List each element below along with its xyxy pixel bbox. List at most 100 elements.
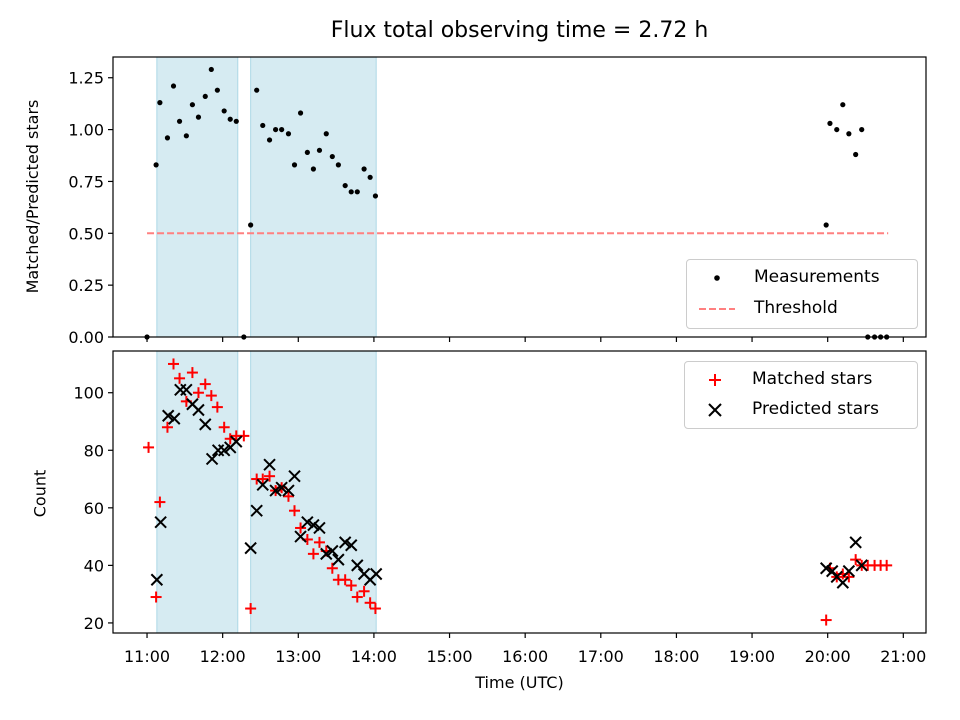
legend-label-measurements: Measurements	[754, 267, 880, 287]
measurement-point	[834, 126, 840, 133]
measurement-point	[266, 137, 273, 143]
legend-entry-threshold: Threshold	[687, 295, 917, 323]
matched-stars-point	[143, 441, 155, 453]
x-tick-label: 17:00	[578, 647, 624, 666]
matched-stars-point	[168, 358, 180, 370]
measurement-point	[853, 151, 859, 158]
measurement-point	[248, 222, 254, 228]
predicted-stars-point	[256, 478, 269, 492]
matched-stars-point	[282, 490, 294, 502]
predicted-stars-point	[282, 484, 295, 497]
measurement-point	[323, 131, 329, 137]
predicted-stars-point	[263, 458, 276, 471]
matched-stars-point	[843, 571, 855, 583]
matched-stars-point	[257, 473, 269, 485]
legend-plus-marker-icon	[709, 374, 721, 386]
x-tick-label: 15:00	[426, 647, 472, 666]
predicted-stars-point	[836, 576, 850, 589]
bottom-y-tick-label: 60	[84, 499, 104, 518]
bottom-y-tick-label: 100	[73, 384, 104, 403]
legend-x-marker-icon	[708, 403, 722, 417]
predicted-stars-point	[369, 567, 383, 581]
bottom-y-tick-label: 80	[84, 441, 104, 460]
measurement-point	[273, 126, 279, 133]
measurement-point	[227, 116, 233, 122]
predicted-stars-point	[345, 539, 358, 552]
bottom-panel: 20 40 60 80 100 11:00 12:00 13:00 14:00 15:00 16:0…	[73, 350, 927, 666]
measurement-point	[176, 118, 183, 124]
legend-entry-measurements: Measurements	[687, 264, 917, 292]
matched-stars-point	[358, 585, 370, 597]
predicted-stars-point	[307, 518, 320, 532]
predicted-stars-point	[842, 564, 856, 578]
legend-label-matched-stars: Matched stars	[752, 369, 873, 389]
matched-stars-point	[307, 548, 319, 560]
x-tick-label: 11:00	[124, 647, 170, 666]
predicted-stars-point	[162, 409, 175, 422]
x-tick-label: 20:00	[805, 647, 851, 666]
measurement-point	[189, 102, 196, 108]
predicted-stars-point	[269, 484, 282, 497]
predicted-stars-point	[168, 412, 181, 425]
matched-stars-point	[345, 580, 357, 592]
top-panel: 0.00 0.25 0.50 0.75 1.00 1.25	[68, 56, 927, 347]
measurement-point	[348, 189, 354, 195]
matched-stars-point	[186, 367, 198, 379]
measurement-point	[157, 100, 163, 106]
predicted-stars-point	[313, 521, 326, 535]
legend-dot-marker-icon	[714, 275, 720, 281]
measurement-point	[367, 174, 373, 180]
matched-stars-point	[295, 522, 307, 534]
bottom-axes-frame	[112, 350, 927, 634]
measurement-point	[846, 131, 852, 137]
legend-entry-predicted-stars: Predicted stars	[685, 396, 917, 424]
matched-stars-point	[211, 401, 223, 413]
measurement-point	[279, 126, 285, 133]
bottom-series-predicted-stars	[150, 383, 868, 589]
top-y-tick-label: 0.75	[68, 172, 104, 191]
matched-stars-point	[326, 562, 338, 574]
predicted-stars-point	[288, 469, 301, 483]
measurement-point	[361, 166, 367, 172]
legend-entry-matched-stars: Matched stars	[685, 366, 917, 394]
matched-stars-point	[313, 536, 325, 548]
predicted-stars-point	[351, 559, 364, 572]
measurement-point	[840, 102, 846, 108]
predicted-stars-point	[250, 504, 263, 517]
legend-dashed-line-icon	[699, 308, 735, 310]
bottom-y-tick-label: 20	[84, 614, 104, 633]
x-tick-label: 18:00	[653, 647, 699, 666]
measurement-point	[329, 153, 335, 160]
matched-stars-point	[218, 421, 230, 433]
x-tick-label: 14:00	[351, 647, 397, 666]
x-axis-label: Time (UTC)	[475, 673, 564, 692]
predicted-stars-point	[320, 547, 333, 561]
measurement-point	[291, 162, 298, 168]
top-legend: Measurements Threshold	[686, 259, 918, 329]
top-y-tick-label: 1.00	[68, 121, 104, 140]
predicted-stars-point	[326, 544, 339, 558]
predicted-stars-point	[338, 536, 352, 549]
measurement-point	[208, 66, 214, 73]
legend-label-predicted-stars: Predicted stars	[752, 399, 879, 419]
predicted-stars-point	[205, 452, 219, 466]
predicted-stars-point	[301, 516, 314, 529]
matched-stars-point	[245, 603, 257, 615]
matched-stars-point	[192, 387, 204, 399]
measurement-point	[827, 120, 833, 126]
predicted-stars-point	[154, 516, 167, 529]
predicted-stars-point	[332, 553, 345, 566]
predicted-stars-point	[275, 481, 288, 494]
measurement-point	[342, 182, 348, 189]
matched-stars-point	[850, 554, 862, 566]
legend-label-threshold: Threshold	[754, 298, 838, 318]
matched-stars-point	[264, 470, 276, 482]
matched-stars-point	[351, 591, 363, 603]
matched-stars-point	[881, 559, 893, 571]
measurement-point	[164, 135, 171, 141]
measurement-point	[254, 87, 260, 93]
matched-stars-point	[154, 496, 166, 508]
matched-stars-point	[289, 505, 301, 517]
measurement-point	[285, 131, 292, 137]
bottom-legend: Matched stars Predicted stars	[684, 361, 918, 429]
